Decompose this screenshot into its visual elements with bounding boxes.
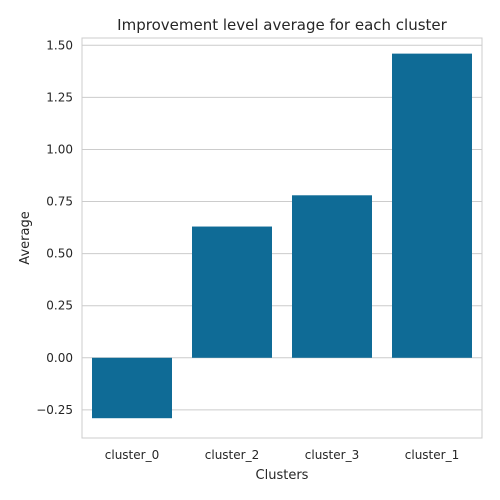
bar-cluster_1 [392,53,472,358]
y-tick-label: −0.25 [36,403,73,417]
bars [92,53,472,419]
chart-title: Improvement level average for each clust… [117,16,447,34]
y-tick-label: 1.00 [46,142,73,156]
y-tick-label: 0.25 [46,299,73,313]
bar-cluster_2 [192,226,272,358]
y-tick-label: 0.50 [46,247,73,261]
x-tick-label-cluster_3: cluster_3 [305,448,359,462]
x-axis-label: Clusters [256,468,309,483]
x-tick-label-cluster_2: cluster_2 [205,448,259,462]
x-tick-labels: cluster_0 cluster_2 cluster_3 cluster_1 [105,448,459,462]
bar-cluster_0 [92,357,172,419]
x-tick-label-cluster_0: cluster_0 [105,448,159,462]
x-tick-label-cluster_1: cluster_1 [405,448,459,462]
y-tick-label: 1.50 [46,38,73,52]
y-tick-label: 0.00 [46,351,73,365]
y-tick-label: 1.25 [46,90,73,104]
y-tick-labels: −0.25 0.00 0.25 0.50 0.75 1.00 1.25 1.50 [36,38,73,417]
y-axis-label: Average [18,211,33,264]
y-tick-label: 0.75 [46,195,73,209]
plot-frame [81,37,483,439]
bar-cluster_3 [292,195,372,358]
